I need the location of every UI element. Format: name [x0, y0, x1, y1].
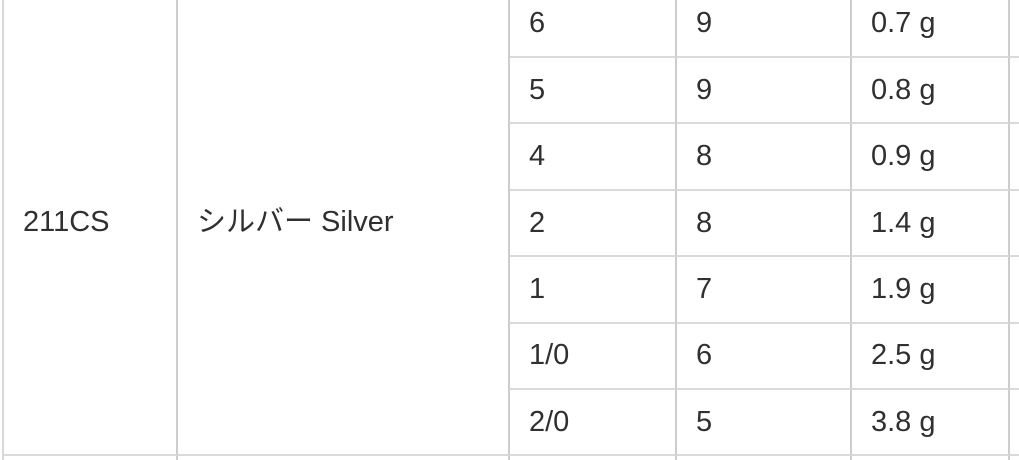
size-cell [510, 456, 677, 460]
cutoff-column-cell [1010, 389, 1019, 457]
cutoff-column-cell [1010, 124, 1019, 191]
count-cell: 8 [677, 124, 852, 191]
size-cell: 5 [510, 58, 677, 125]
cutoff-column-cell [1010, 58, 1019, 125]
weight-cell [852, 456, 1010, 460]
count-cell: 9 [677, 0, 852, 58]
weight-cell: 2.5 g [852, 323, 1010, 390]
count-cell: 7 [677, 257, 852, 324]
weight-cell: 0.7 g [852, 0, 1010, 58]
product-color-cell: シルバー Silver [178, 0, 510, 457]
weight-cell: 1.4 g [852, 190, 1010, 258]
size-cell: 1 [510, 257, 677, 324]
cutoff-column-cell [1010, 257, 1019, 324]
table-row: 2/0 5 3.8 g [4, 389, 1019, 457]
size-cell: 4 [510, 124, 677, 191]
table-row: 1 7 1.9 g [4, 257, 1019, 324]
product-code-cell [4, 456, 178, 460]
cutoff-column-cell [1010, 0, 1019, 58]
table-row: 4 8 0.9 g [4, 124, 1019, 191]
count-cell: 8 [677, 190, 852, 258]
count-cell: 6 [677, 323, 852, 390]
product-code-cell: 211CS [4, 0, 178, 457]
size-cell: 2 [510, 190, 677, 258]
weight-cell: 3.8 g [852, 389, 1010, 457]
next-row-partial [4, 456, 1019, 460]
cutoff-column-cell [1010, 323, 1019, 390]
size-cell: 2/0 [510, 389, 677, 457]
cutoff-column-cell [1010, 456, 1019, 460]
size-cell: 6 [510, 0, 677, 58]
weight-cell: 1.9 g [852, 257, 1010, 324]
product-color-cell [178, 456, 510, 460]
table-row: 5 9 0.8 g [4, 58, 1019, 125]
cutoff-column-cell [1010, 190, 1019, 258]
count-cell [677, 456, 852, 460]
table-row: 2 8 1.4 g [4, 190, 1019, 258]
table-row: 1/0 6 2.5 g [4, 323, 1019, 390]
count-cell: 5 [677, 389, 852, 457]
weight-cell: 0.8 g [852, 58, 1010, 125]
weight-cell: 0.9 g [852, 124, 1010, 191]
size-cell: 1/0 [510, 323, 677, 390]
count-cell: 9 [677, 58, 852, 125]
table-row: 211CS シルバー Silver 6 9 0.7 g [4, 0, 1019, 457]
